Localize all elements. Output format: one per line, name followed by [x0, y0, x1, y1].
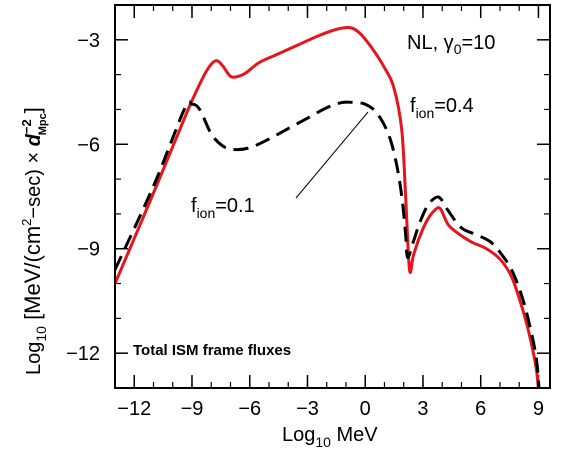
series-line-fion-0-1 — [115, 100, 541, 388]
x-tick-label: 3 — [417, 398, 428, 420]
y-axis-label: Log10 [MeV/(cm2−sec) × d−2 Mpc] — [19, 107, 49, 375]
annotation-total-flux: Total ISM frame fluxes — [133, 342, 291, 359]
annotation-pointer-line — [295, 111, 369, 199]
x-tick-label: −12 — [117, 398, 151, 420]
series-layer — [115, 25, 541, 388]
y-tick-label: −12 — [66, 343, 100, 365]
plot-frame — [114, 4, 551, 389]
annotation-fion-low: fion=0.1 — [191, 195, 255, 221]
major-ticks — [115, 5, 550, 388]
annotation-fion-high: fion=0.4 — [410, 95, 474, 121]
x-tick-labels: −12 −9 −6 −3 0 3 6 9 — [117, 398, 544, 420]
annotation-model: NL, γ0=10 — [407, 32, 495, 57]
y-tick-label: −3 — [77, 30, 100, 52]
x-tick-label: −9 — [181, 398, 204, 420]
y-tick-labels: −3 −6 −9 −12 — [66, 30, 100, 365]
y-tick-label: −6 — [77, 134, 100, 156]
x-tick-label: −6 — [238, 398, 261, 420]
y-tick-label: −9 — [77, 239, 100, 261]
minor-ticks — [114, 4, 550, 389]
x-axis-label: Log10 MeV — [282, 424, 378, 450]
x-tick-label: 6 — [475, 398, 486, 420]
x-tick-label: 9 — [533, 398, 544, 420]
x-tick-label: 0 — [360, 398, 371, 420]
series-line-fion-0-4 — [115, 25, 540, 388]
x-tick-label: −3 — [296, 398, 319, 420]
